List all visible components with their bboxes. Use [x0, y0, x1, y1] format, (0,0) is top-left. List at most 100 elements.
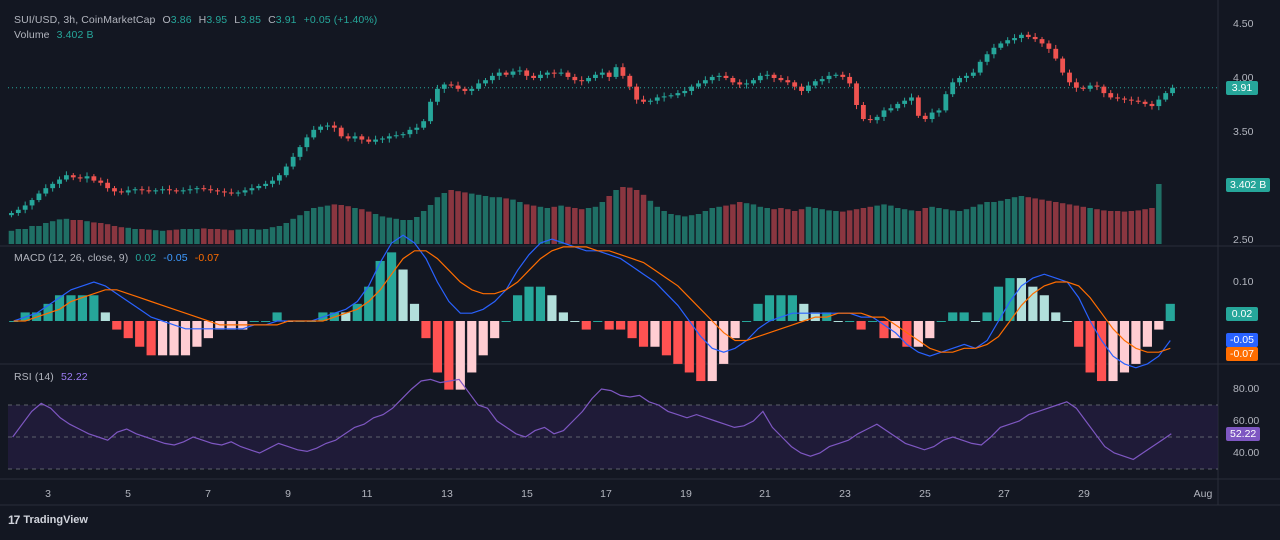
macd-histogram-bar [604, 321, 614, 330]
volume-bar [56, 219, 63, 244]
candle-body [9, 213, 14, 216]
candle-body [778, 78, 784, 81]
candle-body [613, 67, 619, 77]
candle-body [1053, 48, 1059, 59]
candle-body [63, 175, 69, 180]
candle-body [256, 186, 262, 189]
rsi-legend: RSI (14) 52.22 [14, 371, 92, 383]
volume-bar [98, 223, 104, 244]
candle-body [1142, 101, 1148, 104]
candle-body [476, 83, 482, 89]
candle-body [208, 189, 214, 191]
macd-histogram-bar [650, 321, 660, 347]
volume-bar [365, 211, 372, 244]
volume-bar [434, 197, 441, 244]
volume-bar [187, 229, 193, 244]
volume-bar [812, 208, 819, 244]
volume-bar [400, 220, 406, 244]
candle-body [716, 75, 722, 77]
volume-bar [469, 193, 475, 244]
change-value: +0.05 (+1.40%) [303, 14, 378, 26]
x-tick: 5 [125, 488, 131, 500]
volume-bar [695, 214, 702, 244]
candle-body [634, 86, 640, 100]
macd-histogram-bar [158, 321, 168, 356]
volume-bar [778, 208, 784, 244]
candle-body [1149, 103, 1155, 107]
volume-bar [771, 209, 777, 244]
volume-bar [8, 230, 15, 244]
volume-bar [455, 191, 461, 244]
price-legend: SUI/USD, 3h, CoinMarketCap O3.86 H3.95 L… [14, 14, 381, 26]
macd-histogram-bar [558, 312, 568, 321]
macd-histogram-bar [364, 286, 374, 321]
volume-bar [214, 229, 221, 244]
volume-bar [256, 229, 262, 244]
volume-bar [249, 229, 255, 244]
volume-bar [297, 215, 303, 244]
candle-body [173, 190, 179, 192]
volume-bar [791, 211, 798, 244]
volume-bar [682, 216, 688, 244]
rsi-value: 52.22 [60, 371, 88, 383]
volume-bar [764, 208, 770, 244]
x-tick: 11 [361, 488, 373, 500]
macd-histogram-bar [444, 321, 454, 390]
volume-bar [1114, 211, 1121, 244]
volume-bar [517, 202, 523, 244]
candle-body [118, 191, 124, 193]
volume-bar [91, 222, 97, 244]
candle-body [696, 83, 701, 87]
volume-bar [510, 199, 516, 244]
volume-bar [633, 190, 640, 244]
macd-histogram-bar [512, 295, 523, 321]
macd-signal-badge: -0.07 [1226, 347, 1258, 361]
candle-body [812, 81, 818, 86]
candle-body [1122, 98, 1127, 100]
macd-histogram-bar [1108, 321, 1118, 382]
volume-bar [785, 209, 791, 244]
volume-bar [833, 211, 839, 244]
macd-histogram-bar [1016, 278, 1026, 321]
volume-bar [77, 220, 83, 244]
volume-bar [1135, 210, 1141, 244]
volume-bar [379, 216, 386, 244]
x-tick: Aug [1193, 488, 1213, 500]
macd-histogram-bar [375, 260, 385, 321]
macd-histogram-bar [123, 321, 133, 339]
volume-bar [736, 202, 743, 244]
macd-line [13, 234, 1171, 369]
candle-body [483, 80, 488, 84]
volume-bar [15, 229, 22, 244]
candle-body [737, 82, 743, 85]
candle-body [888, 108, 894, 111]
candle-body [263, 183, 269, 186]
volume-bar [317, 206, 324, 244]
candle-body [936, 110, 942, 113]
volume-bar [489, 197, 496, 244]
candle-body [331, 125, 337, 128]
volume-bar [846, 210, 853, 244]
volume-bar [132, 229, 138, 244]
volume-bar [496, 197, 502, 244]
macd-histogram-bar [1051, 312, 1061, 321]
tradingview-logo[interactable]: 17 TradingView [8, 513, 88, 527]
macd-histogram-bar [1005, 278, 1015, 321]
candle-body [235, 192, 241, 194]
macd-histogram-bar [1039, 295, 1049, 321]
volume-badge: 3.402 B [1226, 178, 1271, 192]
volume-bar [503, 198, 509, 244]
candle-body [957, 78, 962, 83]
candle-body [448, 84, 454, 86]
candle-body [799, 86, 804, 91]
candle-body [105, 182, 111, 189]
macd-histogram-bar [1074, 321, 1084, 347]
candle-body [792, 82, 798, 87]
macd-histogram-bar [341, 312, 351, 321]
volume-bar [977, 204, 983, 244]
volume-bar [43, 223, 49, 244]
volume-label: Volume [14, 29, 50, 41]
rsi-tick: 60.00 [1233, 415, 1260, 427]
candle-body [469, 88, 475, 91]
volume-bar [269, 227, 276, 244]
